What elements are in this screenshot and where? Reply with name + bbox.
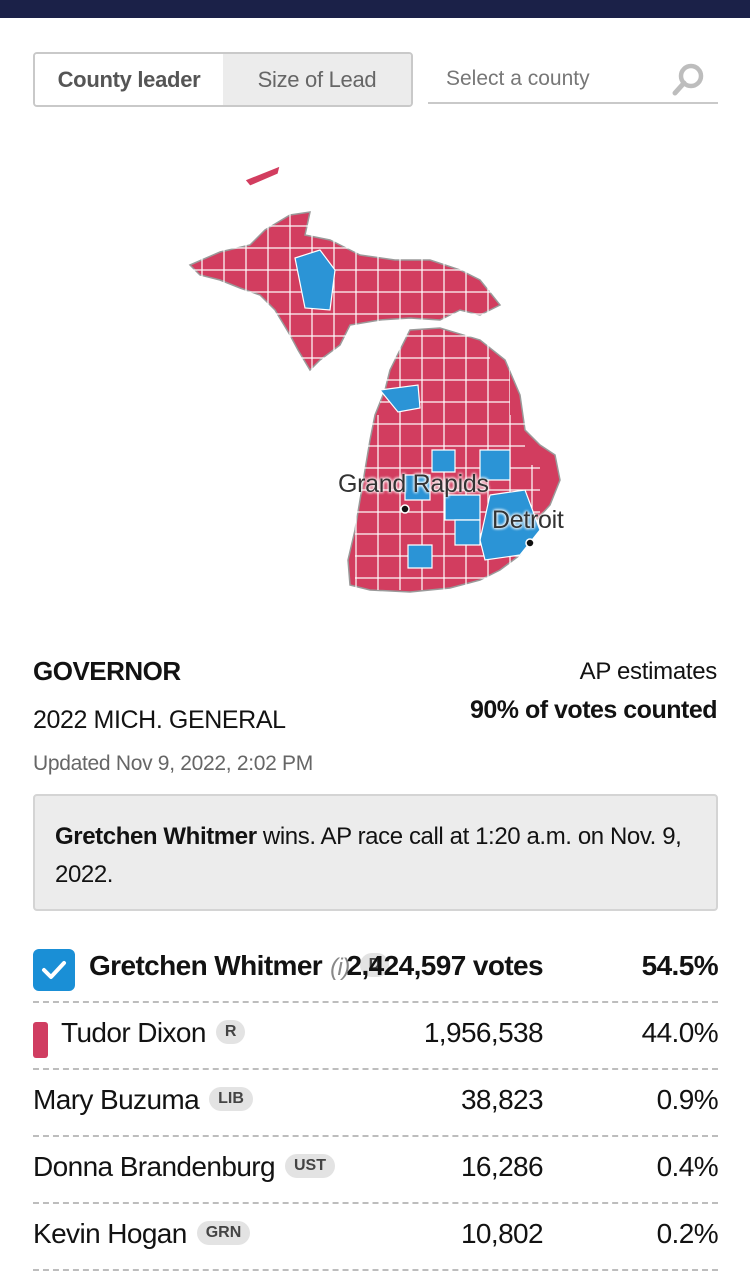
candidate-row: Mary Buzuma LIB 38,823 0.9% bbox=[33, 1070, 719, 1137]
party-color-swatch bbox=[33, 1022, 48, 1058]
candidate-pct: 0.4% bbox=[656, 1151, 719, 1182]
county-search-input[interactable] bbox=[446, 62, 666, 96]
county-leader-tab[interactable]: County leader bbox=[35, 54, 223, 105]
candidate-name: Tudor Dixon bbox=[61, 1017, 206, 1048]
michigan-county-map[interactable] bbox=[180, 160, 580, 600]
candidate-votes: 10,802 bbox=[460, 1218, 544, 1249]
candidate-name: Mary Buzuma bbox=[33, 1084, 200, 1115]
candidate-name: Gretchen Whitmer bbox=[89, 950, 323, 981]
party-badge: D bbox=[359, 952, 390, 977]
candidate-name-wrap: Donna Brandenburg UST bbox=[33, 1151, 335, 1183]
candidate-name: Kevin Hogan bbox=[33, 1218, 187, 1249]
candidate-votes: 16,286 bbox=[460, 1151, 544, 1182]
candidate-pct: 0.9% bbox=[656, 1084, 719, 1115]
candidate-name-wrap: Mary Buzuma LIB bbox=[33, 1084, 253, 1116]
votes-counted: 90% of votes counted bbox=[470, 696, 718, 724]
top-nav-bar bbox=[0, 0, 750, 18]
candidate-votes: 1,956,538 bbox=[423, 1017, 544, 1048]
party-badge: LIB bbox=[209, 1086, 253, 1111]
race-call-winner: Gretchen Whitmer bbox=[55, 823, 257, 850]
winner-check-icon bbox=[33, 949, 75, 991]
results-table: Gretchen Whitmer (i) D 2,424,597 votes 54.… bbox=[33, 936, 719, 1271]
candidate-name-wrap: Kevin Hogan GRN bbox=[33, 1218, 251, 1250]
candidate-row: Gretchen Whitmer (i) D 2,424,597 votes 54.… bbox=[33, 936, 719, 1003]
lower-peninsula bbox=[347, 327, 561, 593]
candidate-row: Kevin Hogan GRN 10,802 0.2% bbox=[33, 1204, 719, 1271]
party-badge: GRN bbox=[196, 1220, 251, 1245]
grand-rapids-dot bbox=[400, 504, 410, 514]
race-title: GOVERNOR bbox=[33, 656, 181, 686]
candidate-name-wrap: Gretchen Whitmer (i) D bbox=[89, 950, 390, 982]
race-call-text: wins. AP race call at 1:20 a.m. on Nov. … bbox=[55, 823, 682, 888]
candidate-votes: 2,424,597 votes bbox=[346, 950, 544, 981]
size-of-lead-tab[interactable]: Size of Lead bbox=[223, 54, 411, 105]
candidate-name-wrap: Tudor Dixon R bbox=[61, 1017, 246, 1049]
incumbent-info-icon[interactable]: (i) bbox=[330, 954, 350, 981]
candidate-pct: 0.2% bbox=[656, 1218, 719, 1249]
candidate-row: Donna Brandenburg UST 16,286 0.4% bbox=[33, 1137, 719, 1204]
estimate-label: AP estimates bbox=[579, 658, 718, 685]
candidate-votes: 38,823 bbox=[460, 1084, 544, 1115]
map-mode-toggle: County leader Size of Lead bbox=[33, 52, 413, 107]
candidate-pct: 44.0% bbox=[641, 1017, 719, 1048]
county-search bbox=[428, 54, 718, 104]
search-icon[interactable] bbox=[672, 62, 706, 96]
candidate-row: Tudor Dixon R 1,956,538 44.0% bbox=[33, 1003, 719, 1070]
candidate-name: Donna Brandenburg bbox=[33, 1151, 276, 1182]
updated-timestamp: Updated Nov 9, 2022, 2:02 PM bbox=[33, 752, 313, 775]
race-subtitle: 2022 MICH. GENERAL bbox=[33, 706, 286, 734]
race-call-box: Gretchen Whitmer wins. AP race call at 1… bbox=[33, 794, 718, 911]
detroit-dot bbox=[525, 538, 535, 548]
detroit-label: Detroit bbox=[492, 506, 564, 534]
grand-rapids-label: Grand Rapids bbox=[338, 470, 489, 498]
party-badge: UST bbox=[285, 1153, 335, 1178]
candidate-pct: 54.5% bbox=[641, 950, 719, 981]
party-badge: R bbox=[215, 1019, 246, 1044]
